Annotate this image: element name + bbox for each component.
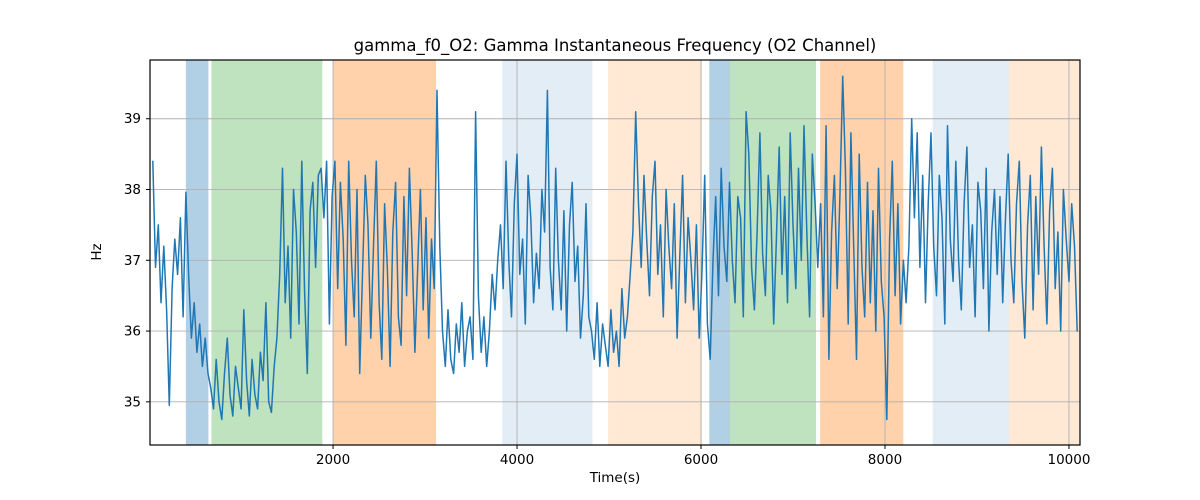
y-axis-label: Hz bbox=[89, 243, 105, 261]
x-tick-label: 2000 bbox=[316, 452, 350, 468]
y-tick-label: 38 bbox=[124, 182, 141, 198]
annotation-band bbox=[333, 60, 437, 445]
y-tick-label: 39 bbox=[124, 111, 141, 127]
x-axis-label: Time(s) bbox=[589, 470, 641, 486]
annotation-band bbox=[729, 60, 816, 445]
x-tick-label: 6000 bbox=[684, 452, 718, 468]
y-tick-label: 36 bbox=[124, 324, 141, 340]
annotation-band bbox=[185, 60, 209, 445]
x-tick-label: 10000 bbox=[1047, 452, 1090, 468]
y-tick-label: 35 bbox=[124, 394, 141, 410]
y-tick-label: 37 bbox=[124, 253, 141, 269]
x-tick-label: 8000 bbox=[868, 452, 902, 468]
signal-line bbox=[152, 75, 1078, 421]
chart-title: gamma_f0_O2: Gamma Instantaneous Frequen… bbox=[353, 36, 877, 55]
annotation-band bbox=[608, 60, 702, 445]
axes-spines bbox=[149, 59, 1081, 446]
x-tick-label: 4000 bbox=[500, 452, 534, 468]
annotation-band bbox=[211, 60, 323, 445]
